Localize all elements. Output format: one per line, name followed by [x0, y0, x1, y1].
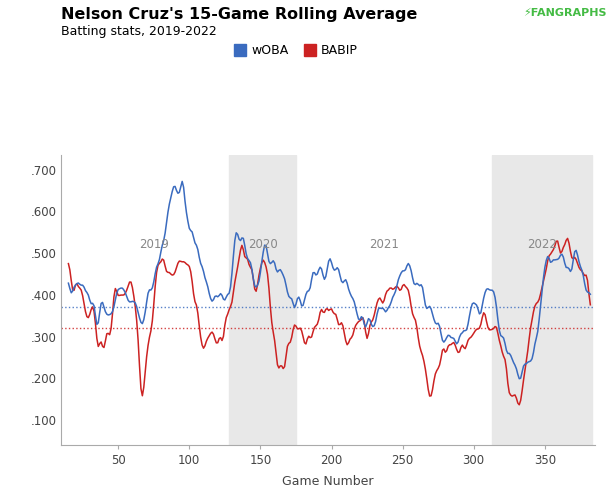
Bar: [229, 155, 296, 445]
Bar: [492, 155, 592, 445]
Text: 2020: 2020: [248, 238, 278, 250]
Text: 2022: 2022: [527, 238, 557, 250]
Legend: wOBA, BABIP: wOBA, BABIP: [229, 40, 363, 62]
Text: ⚡FANGRAPHS: ⚡FANGRAPHS: [524, 8, 607, 18]
Text: 2021: 2021: [369, 238, 399, 250]
X-axis label: Game Number: Game Number: [282, 476, 374, 488]
Text: Batting stats, 2019-2022: Batting stats, 2019-2022: [61, 25, 217, 38]
Text: Nelson Cruz's 15-Game Rolling Average: Nelson Cruz's 15-Game Rolling Average: [61, 8, 417, 22]
Text: 2019: 2019: [139, 238, 169, 250]
